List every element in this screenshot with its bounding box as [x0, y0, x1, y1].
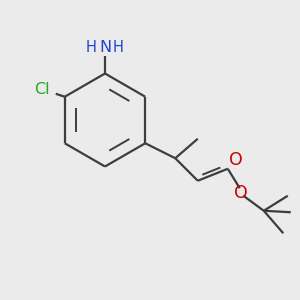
- Text: O: O: [234, 184, 248, 202]
- Text: N: N: [99, 40, 111, 55]
- Text: Cl: Cl: [34, 82, 50, 97]
- Text: H: H: [86, 40, 97, 56]
- Text: H: H: [113, 40, 124, 56]
- Text: O: O: [229, 152, 243, 169]
